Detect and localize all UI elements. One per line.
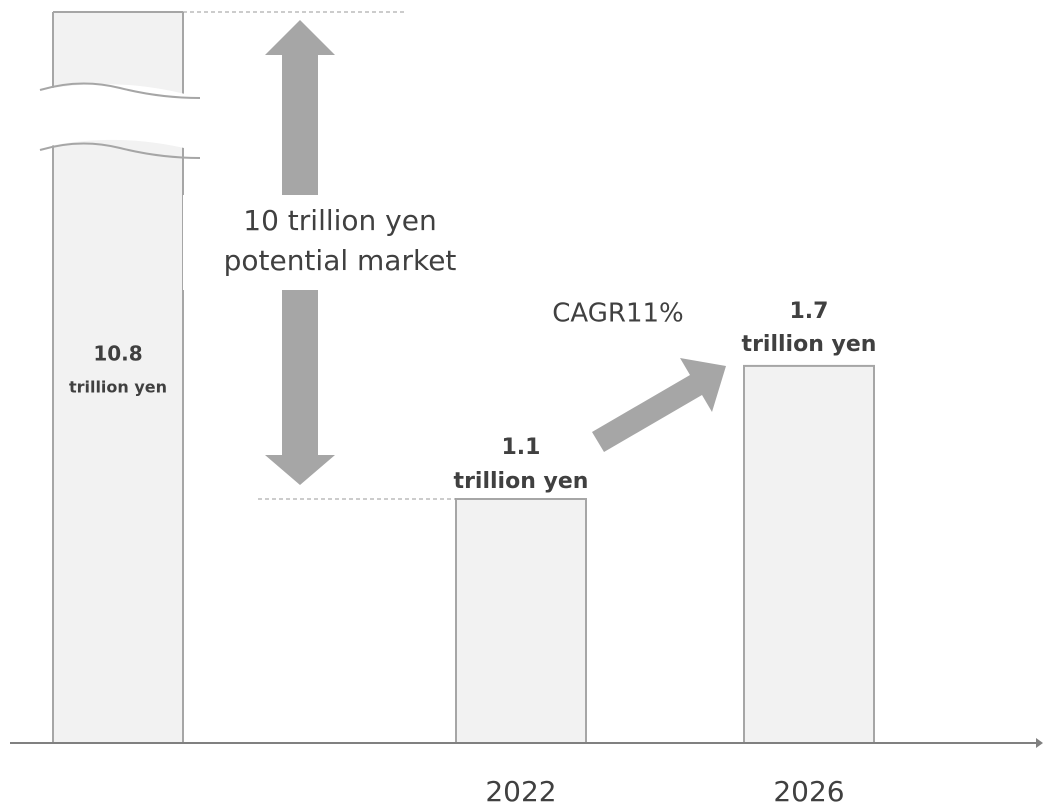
value-label: 1.1 (502, 435, 541, 460)
value-unit: trillion yen (69, 378, 167, 397)
x-tick-label: 2022 (485, 775, 556, 805)
value-label: 1.7 (790, 299, 829, 324)
value-unit: trillion yen (742, 332, 877, 357)
axis-break (40, 84, 200, 152)
growth-arrow (592, 358, 726, 452)
bar (743, 364, 875, 743)
value-label: 10.8 (93, 342, 142, 366)
annotation-line: potential market (224, 244, 457, 277)
bar (455, 498, 587, 743)
axis-break-line (39, 82, 201, 99)
axis-break-line (39, 142, 201, 159)
growth-label: CAGR11% (552, 299, 684, 329)
value-unit: trillion yen (454, 469, 589, 494)
annotation-box (183, 195, 483, 290)
x-tick-label: 2026 (773, 775, 844, 805)
x-axis-arrow (1036, 738, 1043, 748)
annotation-line: 10 trillion yen (243, 204, 436, 237)
